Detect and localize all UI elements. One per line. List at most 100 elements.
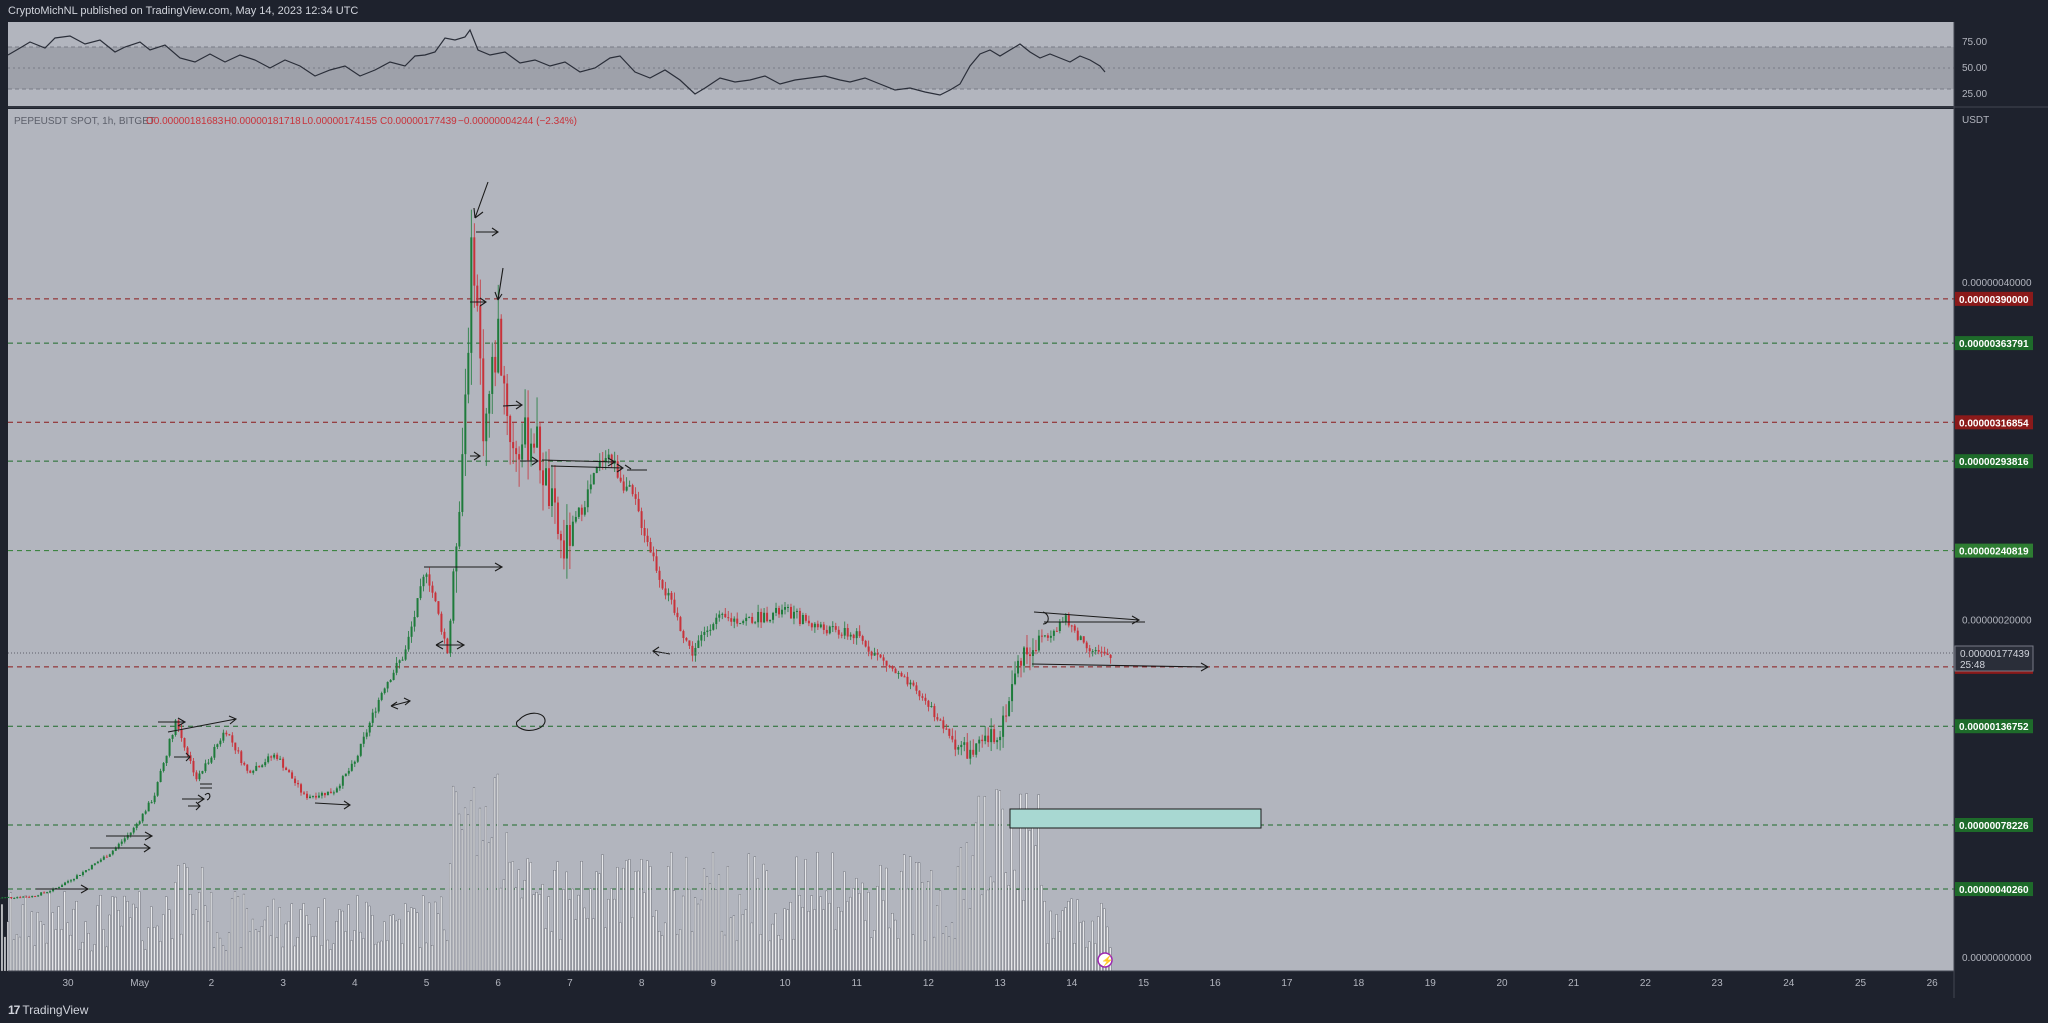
candle-body	[975, 743, 978, 755]
price-axis	[1954, 109, 2048, 971]
legend-close: C0.00000177439	[380, 116, 457, 127]
volume-bar	[404, 903, 407, 972]
candle-body	[813, 623, 816, 628]
volume-bar	[81, 942, 84, 972]
candle-body	[300, 784, 303, 793]
volume-bar	[419, 947, 422, 972]
candle-body	[240, 751, 243, 763]
candle-body	[117, 843, 120, 848]
event-badge[interactable]	[1097, 952, 1113, 968]
volume-bar	[807, 910, 810, 972]
volume-bar	[269, 935, 272, 972]
volume-bar	[18, 936, 21, 972]
volume-bar	[132, 903, 135, 972]
volume-bar	[446, 940, 449, 972]
candle-body	[1085, 642, 1088, 649]
candle-body	[861, 636, 864, 641]
volume-bar	[150, 906, 153, 972]
candle-body	[37, 895, 40, 897]
candle-body	[763, 612, 766, 623]
legend-change: −0.00000004244 (−2.34%)	[458, 116, 577, 127]
candle-body	[84, 870, 87, 873]
price-level-tag	[1955, 719, 2033, 734]
candle-body	[679, 617, 682, 632]
volume-bar	[795, 856, 798, 972]
volume-bar	[263, 919, 266, 972]
candle-body	[718, 614, 721, 618]
volume-bar	[571, 888, 574, 972]
rsi-tick-25: 25.00	[1962, 89, 1987, 100]
volume-bar	[401, 943, 404, 972]
volume-bar	[625, 860, 628, 972]
time-axis	[8, 971, 1954, 998]
volume-bar	[472, 787, 476, 972]
candle-body	[819, 624, 822, 628]
volume-bar	[254, 929, 257, 972]
candle-body	[81, 872, 84, 875]
volume-bar	[458, 813, 461, 972]
volume-bar	[475, 855, 479, 972]
volume-bar	[1082, 920, 1085, 972]
x-tick-label: 4	[352, 978, 358, 989]
volume-bar	[804, 859, 807, 972]
candle-body	[419, 586, 422, 599]
candle-body	[745, 617, 748, 622]
x-tick-label: 19	[1425, 978, 1437, 989]
candle-body	[1005, 715, 1008, 717]
volume-bar	[499, 887, 502, 972]
candle-body	[306, 793, 308, 799]
candle-body	[87, 869, 90, 871]
volume-bar	[437, 913, 440, 972]
candle-body	[25, 896, 28, 898]
x-tick-label: 7	[567, 978, 573, 989]
candle-body	[957, 747, 960, 750]
candle-body	[539, 426, 542, 471]
candle-body	[282, 758, 285, 768]
candle-body	[288, 770, 291, 773]
candle-body	[637, 498, 640, 512]
candle-body	[249, 770, 252, 773]
volume-bar	[1028, 830, 1031, 972]
volume-bar	[314, 935, 317, 972]
candle-body	[246, 764, 249, 771]
volume-bar	[897, 938, 900, 972]
volume-bar	[691, 931, 694, 972]
volume-bar	[6, 921, 10, 972]
volume-bar	[520, 897, 523, 972]
volume-bar	[233, 891, 237, 972]
volume-bar	[359, 931, 362, 972]
candle-body	[1037, 635, 1040, 651]
volume-bar	[87, 933, 90, 972]
candle-body	[362, 736, 365, 744]
candle-body	[876, 652, 879, 655]
candle-body	[604, 457, 607, 462]
volume-bar	[114, 896, 117, 972]
candle-body	[1076, 630, 1079, 640]
volume-bar	[138, 891, 141, 972]
candle-body	[482, 358, 485, 442]
volume-bar	[1073, 943, 1076, 972]
volume-bar	[974, 822, 977, 972]
volume-bar	[69, 934, 72, 972]
volume-bar	[998, 790, 1001, 972]
volume-bar	[242, 893, 246, 972]
volume-bar	[783, 908, 786, 972]
volume-bar	[595, 871, 598, 972]
y-tick-label: 0.00000000000	[1962, 953, 2032, 964]
volume-bar	[810, 895, 813, 972]
candle-body	[195, 772, 198, 780]
volume-bar	[947, 936, 951, 972]
tradingview-logo[interactable]: 17 TradingView	[8, 1003, 88, 1017]
volume-bar	[619, 922, 622, 972]
candle-body	[374, 711, 377, 713]
candle-body	[1028, 654, 1031, 657]
candle-body	[760, 611, 763, 623]
volume-bar	[126, 901, 129, 972]
candle-body	[990, 729, 993, 743]
volume-bar	[305, 915, 308, 972]
candle-body	[428, 574, 431, 586]
candle-body	[491, 356, 494, 394]
volume-bar	[392, 914, 395, 972]
candle-body	[843, 627, 846, 636]
volume-bar	[840, 910, 843, 972]
